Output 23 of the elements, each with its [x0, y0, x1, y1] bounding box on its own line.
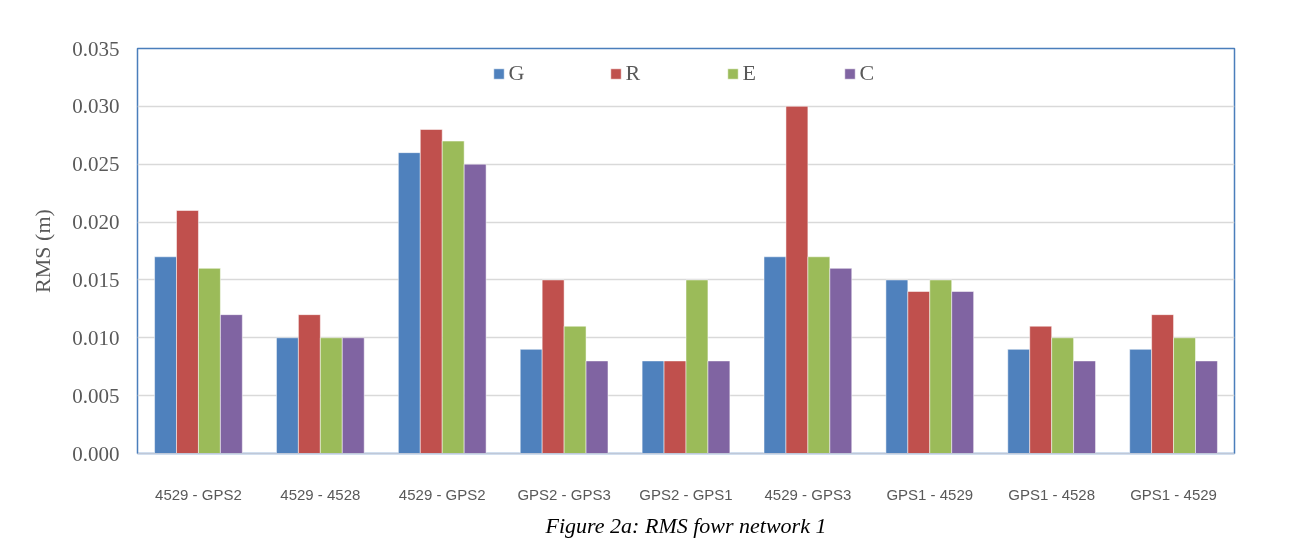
- x-tick-label: 4529 - GPS3: [764, 485, 852, 503]
- x-tick-label: 4529 - GPS2: [398, 485, 486, 503]
- legend-label: E: [742, 60, 757, 86]
- legend-label: C: [859, 60, 876, 86]
- y-axis-title: RMS (m): [30, 209, 56, 293]
- y-tick-label: 0.020: [72, 210, 120, 235]
- legend-label: R: [625, 60, 642, 86]
- y-tick-label: 0.015: [72, 267, 120, 292]
- x-tick-label: GPS2 - GPS1: [639, 485, 733, 503]
- y-tick-label: 0.005: [72, 383, 120, 408]
- y-tick-label: 0.035: [72, 36, 120, 61]
- y-tick-label: 0.000: [72, 441, 120, 466]
- x-tick-label: 4529 - GPS2: [155, 485, 242, 503]
- x-tick-label: GPS1 - 4529: [1130, 485, 1217, 503]
- y-tick-label: 0.030: [72, 94, 120, 119]
- y-tick-label: 0.010: [72, 325, 120, 350]
- caption: Figure 2a: RMS fowr network 1: [544, 512, 827, 538]
- y-tick-label: 0.025: [72, 152, 120, 177]
- x-tick-label: GPS1 - 4528: [1008, 485, 1096, 503]
- legend-label: G: [508, 60, 526, 86]
- x-tick-label: GPS1 - 4529: [886, 485, 974, 503]
- x-tick-label: 4529 - 4528: [280, 485, 361, 503]
- x-tick-label: GPS2 - GPS3: [517, 485, 611, 503]
